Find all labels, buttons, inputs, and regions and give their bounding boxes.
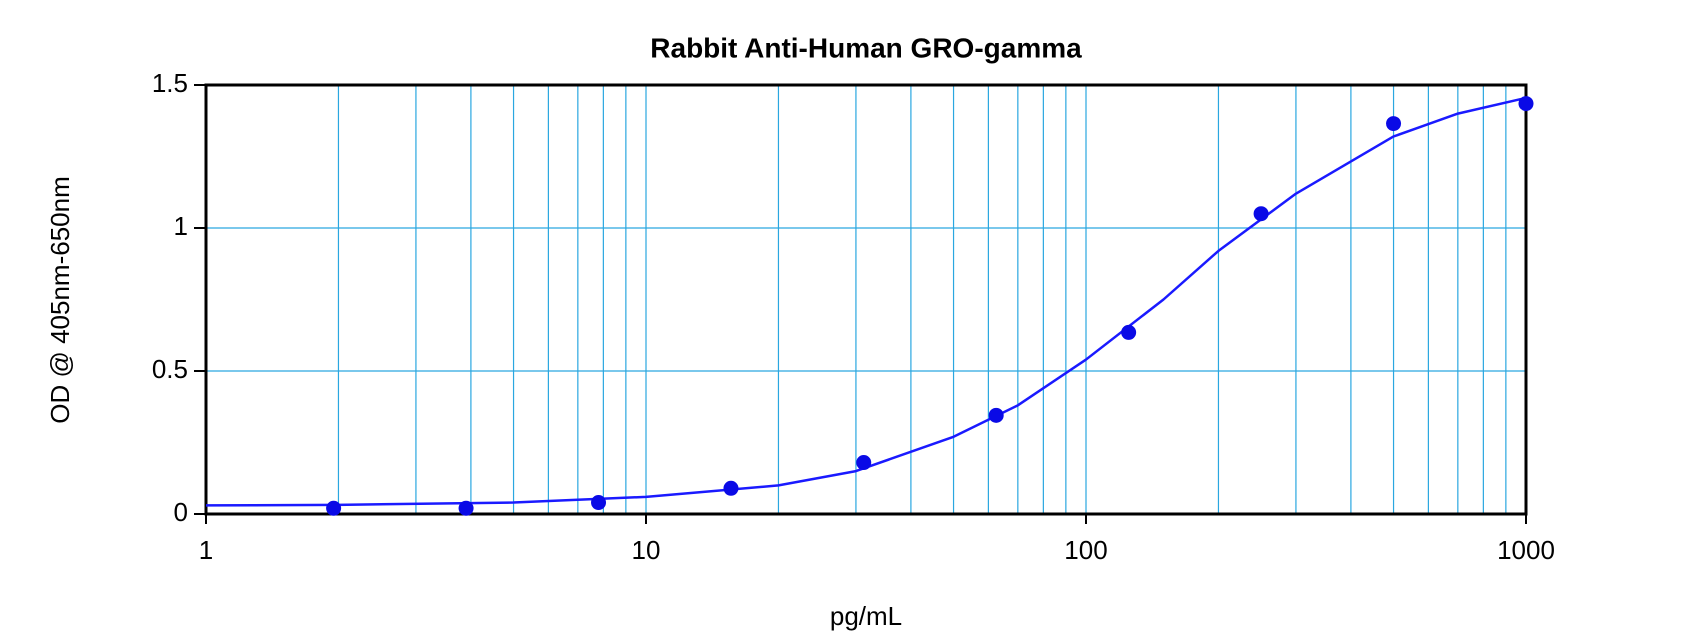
x-tick-label: 10: [632, 535, 661, 565]
x-axis-label: pg/mL: [830, 601, 902, 631]
chart-title: Rabbit Anti-Human GRO-gamma: [650, 32, 1082, 63]
y-axis-label: OD @ 405nm-650nm: [45, 176, 75, 424]
data-point: [458, 500, 474, 516]
data-point: [988, 407, 1004, 423]
x-tick-label: 1000: [1497, 535, 1555, 565]
x-tick-label: 1: [199, 535, 213, 565]
data-point: [1253, 206, 1269, 222]
y-tick-label: 1.5: [152, 68, 188, 98]
y-tick-label: 0: [174, 497, 188, 527]
data-point: [723, 480, 739, 496]
plot-frame: [204, 83, 1528, 516]
fit-curve: [205, 96, 1527, 507]
data-point: [326, 500, 342, 516]
y-tick-label: 1: [174, 211, 188, 241]
data-point: [1386, 116, 1402, 132]
data-point: [591, 495, 607, 511]
data-point: [1121, 324, 1137, 340]
data-point: [1518, 96, 1534, 112]
data-point: [856, 455, 872, 471]
y-tick-label: 0.5: [152, 354, 188, 384]
x-tick-label: 100: [1064, 535, 1107, 565]
